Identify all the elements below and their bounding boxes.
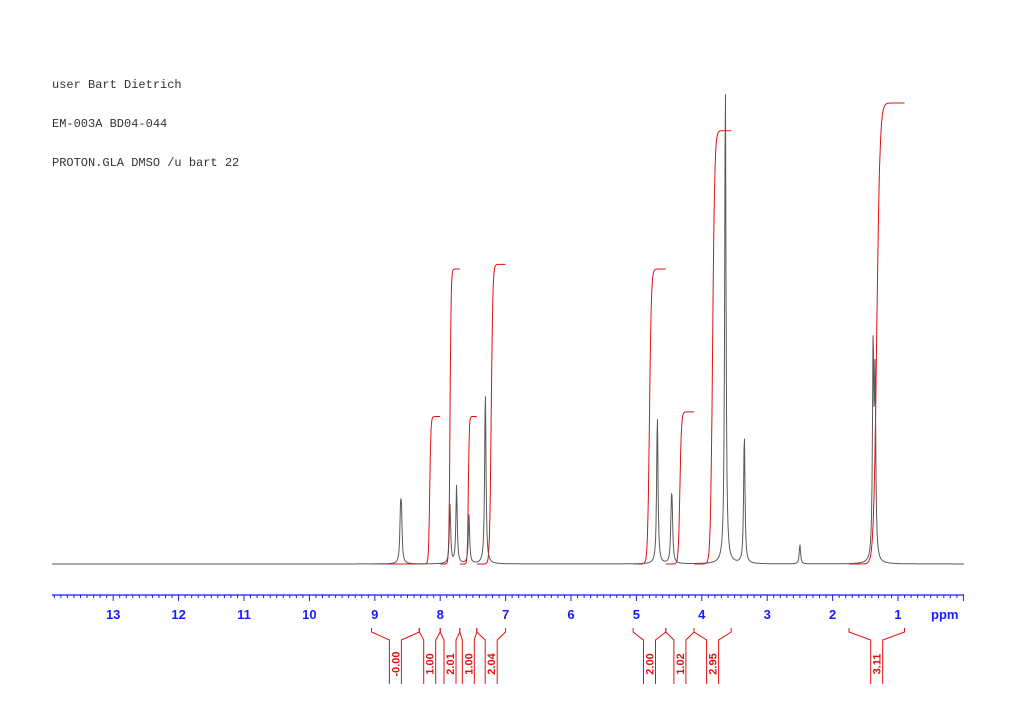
axis-tick-label: 13 [106, 607, 120, 622]
axis-tick-label: 6 [567, 607, 574, 622]
spectrum-header: user Bart Dietrich EM-003A BD04-044 PROT… [52, 53, 239, 183]
integral-curve [459, 416, 477, 565]
integral-curve [665, 411, 694, 565]
integral-curve [476, 263, 506, 565]
integral-curves [371, 102, 905, 565]
integral-value: 3.11 [872, 654, 884, 675]
axis-tick-label: 8 [437, 607, 444, 622]
ppm-axis: 13 12 11 10 9 8 7 6 5 4 3 2 1 ppm [52, 594, 964, 622]
axis-tick-label: 10 [302, 607, 316, 622]
integral-bracket [476, 628, 507, 684]
header-experiment-line: PROTON.GLA DMSO /u bart 22 [52, 156, 240, 170]
header-sample-line: EM-003A BD04-044 [52, 117, 168, 131]
axis-tick-label: 11 [237, 607, 251, 622]
integral-value: 2.04 [486, 652, 498, 674]
integral-value: 2.95 [708, 653, 720, 674]
axis-tick-label: 9 [371, 607, 378, 622]
integral-curve [849, 102, 905, 565]
axis-unit-label: ppm [931, 607, 958, 622]
header-user-line: user Bart Dietrich [52, 78, 182, 92]
integral-value: 1.00 [463, 653, 475, 674]
integral-curve [419, 416, 441, 565]
integral-curve [633, 268, 666, 565]
integral-value: 1.00 [425, 653, 437, 674]
integral-value: 2.01 [445, 653, 457, 674]
integral-value: 1.02 [675, 653, 687, 674]
integral-brackets: -0.00 1.00 2.01 1.00 2.04 2.00 1.02 2.95 3.11 [371, 628, 905, 684]
axis-tick-label: 4 [698, 607, 706, 622]
axis-tick-label: 1 [894, 607, 901, 622]
integral-value: -0.00 [390, 651, 402, 676]
axis-tick-label: 12 [171, 607, 185, 622]
integral-value: 2.00 [645, 653, 657, 674]
axis-tick-label: 3 [764, 607, 771, 622]
axis-tick-label: 7 [502, 607, 509, 622]
axis-major-ticks [112, 595, 964, 601]
axis-tick-label: 5 [633, 607, 640, 622]
integral-curve [440, 268, 460, 565]
axis-tick-labels: 13 12 11 10 9 8 7 6 5 4 3 2 1 [106, 607, 902, 622]
integral-bracket [848, 628, 905, 684]
axis-tick-label: 2 [829, 607, 836, 622]
integral-bracket [693, 628, 732, 684]
axis-minor-ticks [53, 595, 958, 598]
spectrum-trace [52, 94, 964, 565]
